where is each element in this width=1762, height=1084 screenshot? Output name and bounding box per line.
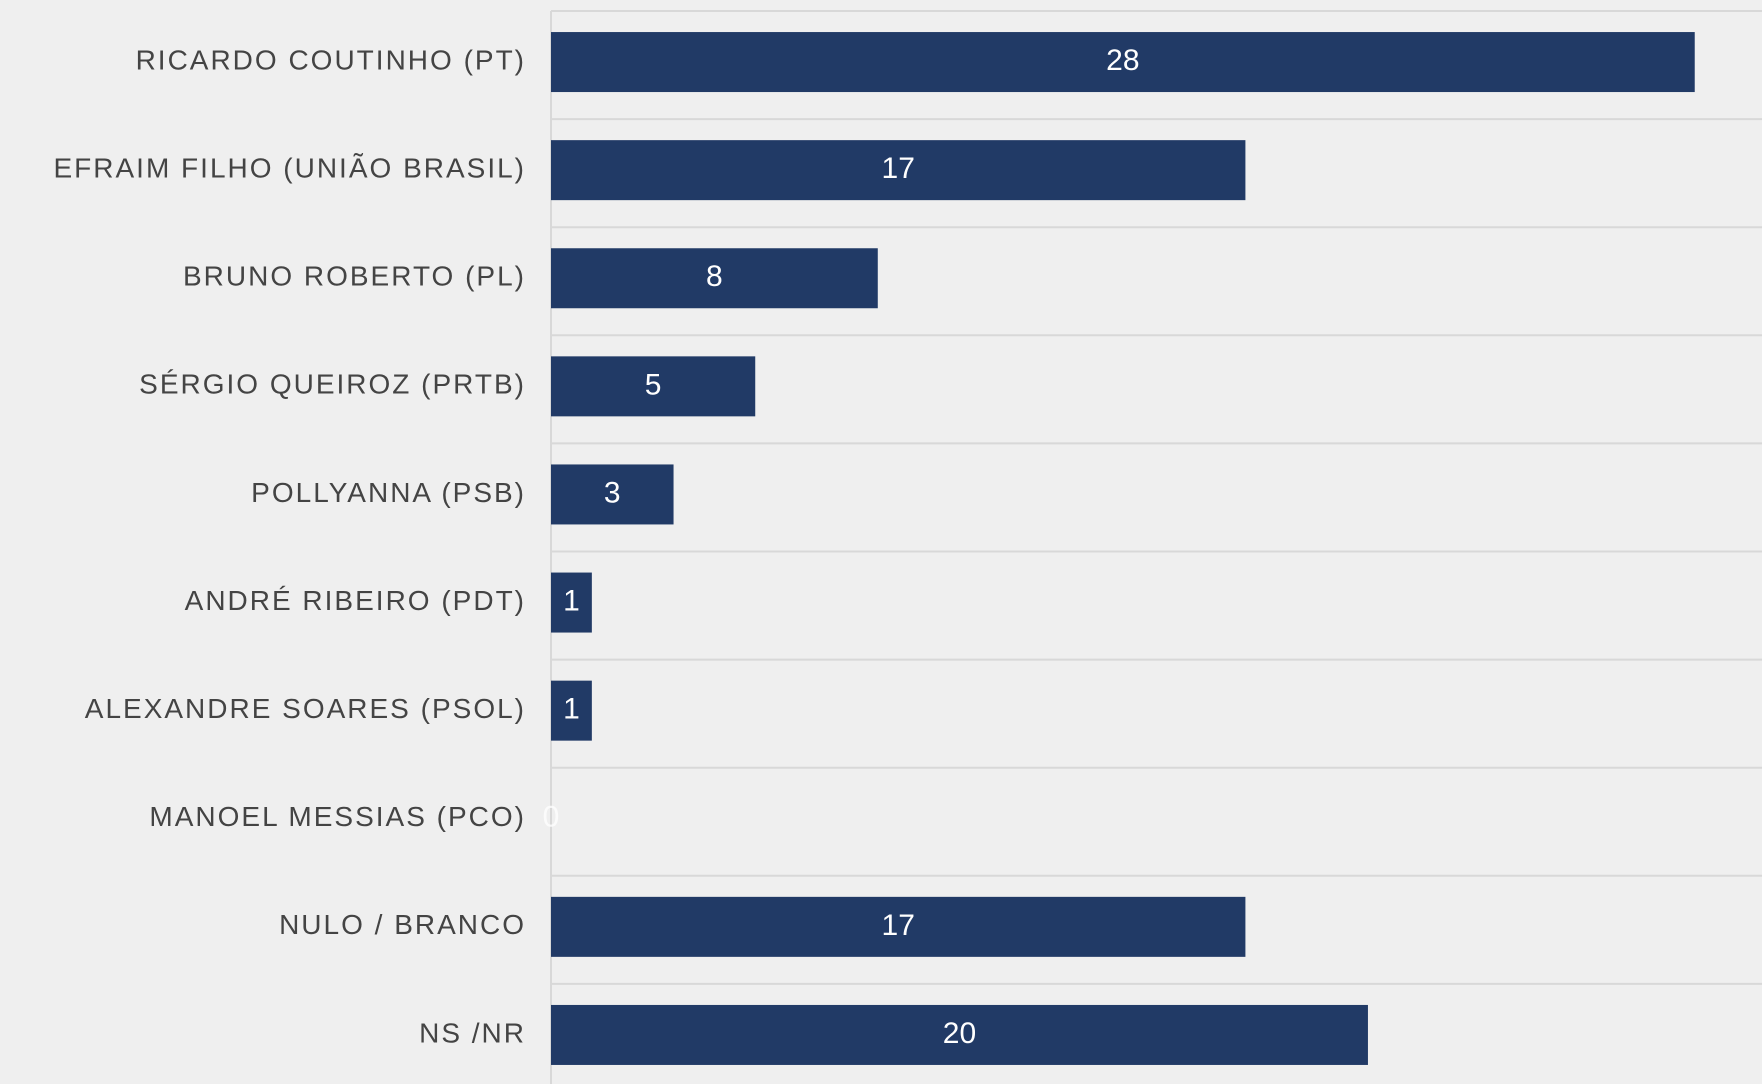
bar <box>551 32 1695 93</box>
bar <box>551 896 1246 957</box>
value-label: 20 <box>943 1017 976 1050</box>
category-label: RICARDO COUTINHO (PT) <box>136 44 526 75</box>
value-label: 1 <box>563 693 580 726</box>
value-label: 3 <box>604 476 621 509</box>
bar <box>551 1004 1368 1065</box>
category-label: SÉRGIO QUEIROZ (PRTB) <box>139 369 526 400</box>
value-label: 17 <box>882 152 915 185</box>
value-label: 17 <box>882 909 915 942</box>
category-label: POLLYANNA (PSB) <box>251 477 526 508</box>
bar <box>551 572 592 633</box>
category-label: EFRAIM FILHO (UNIÃO BRASIL) <box>54 153 527 184</box>
value-label: 5 <box>645 368 662 401</box>
category-label: NS /NR <box>419 1017 526 1048</box>
bar <box>551 140 1246 201</box>
bar <box>551 464 674 525</box>
category-label: ANDRÉ RIBEIRO (PDT) <box>185 585 526 616</box>
bar <box>551 248 878 309</box>
value-label: 28 <box>1106 44 1139 77</box>
value-label: 1 <box>563 584 580 617</box>
category-label: BRUNO ROBERTO (PL) <box>183 261 526 292</box>
value-label: 8 <box>706 260 723 293</box>
bar <box>551 356 756 417</box>
category-label: MANOEL MESSIAS (PCO) <box>149 801 526 832</box>
category-label: NULO / BRANCO <box>279 909 526 940</box>
value-label: 0 <box>543 801 560 834</box>
bar <box>551 680 592 741</box>
category-label: ALEXANDRE SOARES (PSOL) <box>85 693 526 724</box>
